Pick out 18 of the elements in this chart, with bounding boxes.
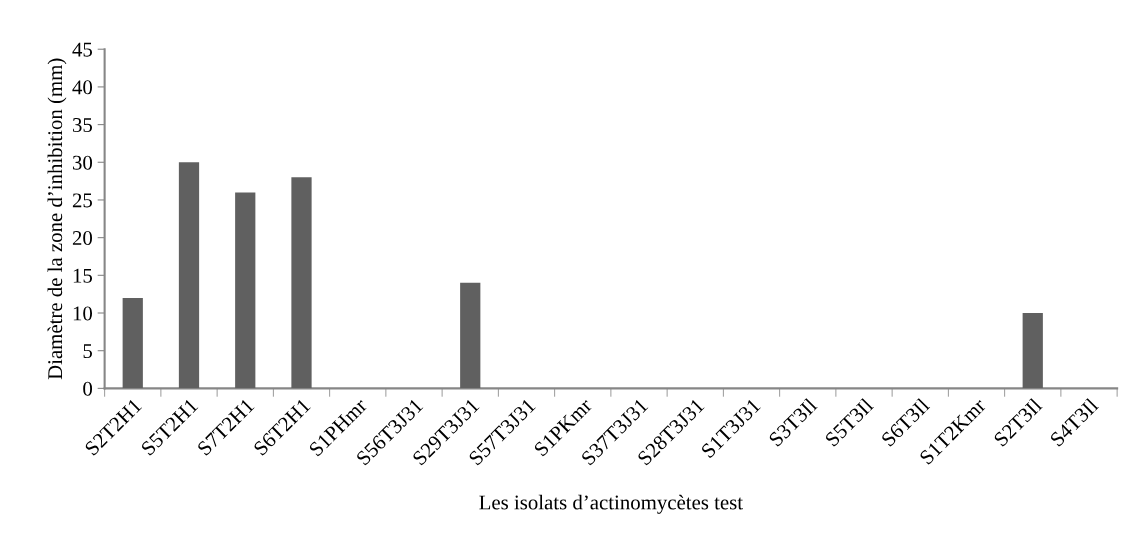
y-tick-label: 40	[72, 80, 93, 95]
bar	[291, 177, 312, 389]
y-tick-label: 5	[83, 344, 93, 359]
y-tick-label: 25	[72, 193, 93, 208]
bar	[1022, 313, 1043, 389]
y-tick-label: 20	[72, 231, 93, 246]
y-axis-title: Diamètre de la zone d’inhibition (mm)	[47, 58, 67, 380]
y-tick-label: 15	[73, 268, 93, 283]
y-tick-label: 0	[83, 381, 93, 396]
y-tick-label: 10	[73, 306, 93, 321]
y-tick-label: 45	[72, 42, 93, 57]
bar	[122, 297, 143, 389]
x-axis-title: Les isolats d’actinomycètes test	[479, 494, 743, 514]
bar	[178, 162, 200, 389]
bar	[460, 282, 481, 389]
y-tick-label: 35	[72, 118, 93, 133]
y-tick-label: 30	[72, 155, 93, 170]
bar	[235, 192, 256, 389]
